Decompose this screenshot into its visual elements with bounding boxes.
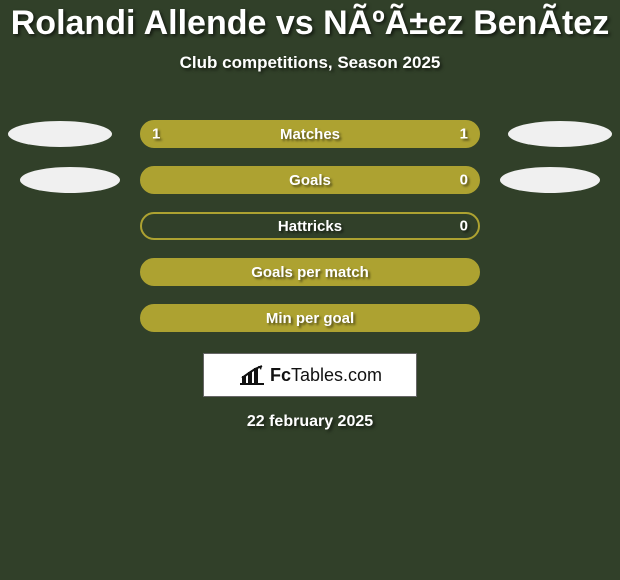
stat-value-right: 0 bbox=[460, 172, 468, 189]
stat-bar: Goals 0 bbox=[140, 166, 480, 194]
stat-label: Goals per match bbox=[251, 264, 369, 281]
stat-label: Min per goal bbox=[266, 310, 354, 327]
logo-text-rest: Tables.com bbox=[291, 365, 382, 385]
page-title: Rolandi Allende vs NÃºÃ±ez BenÃ­tez bbox=[0, 0, 620, 43]
stat-row: Min per goal bbox=[0, 295, 620, 341]
logo: FcTables.com bbox=[238, 364, 382, 386]
player-ellipse-right bbox=[508, 121, 612, 147]
comparison-infographic: Rolandi Allende vs NÃºÃ±ez BenÃ­tez Club… bbox=[0, 0, 620, 580]
logo-text: FcTables.com bbox=[270, 365, 382, 386]
stat-label: Goals bbox=[289, 172, 331, 189]
stat-row: Hattricks 0 bbox=[0, 203, 620, 249]
logo-box: FcTables.com bbox=[203, 353, 417, 397]
stat-rows: 1 Matches 1 Goals 0 Hattricks 0 Goals per match… bbox=[0, 111, 620, 341]
player-ellipse-left bbox=[20, 167, 120, 193]
stat-row: 1 Matches 1 bbox=[0, 111, 620, 157]
stat-bar: Hattricks 0 bbox=[140, 212, 480, 240]
logo-text-strong: Fc bbox=[270, 365, 291, 385]
player-ellipse-left bbox=[8, 121, 112, 147]
stat-label: Hattricks bbox=[278, 218, 342, 235]
barchart-icon bbox=[238, 364, 266, 386]
stat-value-left: 1 bbox=[152, 126, 160, 143]
stat-value-right: 1 bbox=[460, 126, 468, 143]
stat-bar: 1 Matches 1 bbox=[140, 120, 480, 148]
stat-value-right: 0 bbox=[460, 218, 468, 235]
stat-row: Goals 0 bbox=[0, 157, 620, 203]
stat-bar: Goals per match bbox=[140, 258, 480, 286]
page-subtitle: Club competitions, Season 2025 bbox=[0, 53, 620, 73]
stat-label: Matches bbox=[280, 126, 340, 143]
date-text: 22 february 2025 bbox=[0, 413, 620, 431]
player-ellipse-right bbox=[500, 167, 600, 193]
stat-row: Goals per match bbox=[0, 249, 620, 295]
stat-bar: Min per goal bbox=[140, 304, 480, 332]
